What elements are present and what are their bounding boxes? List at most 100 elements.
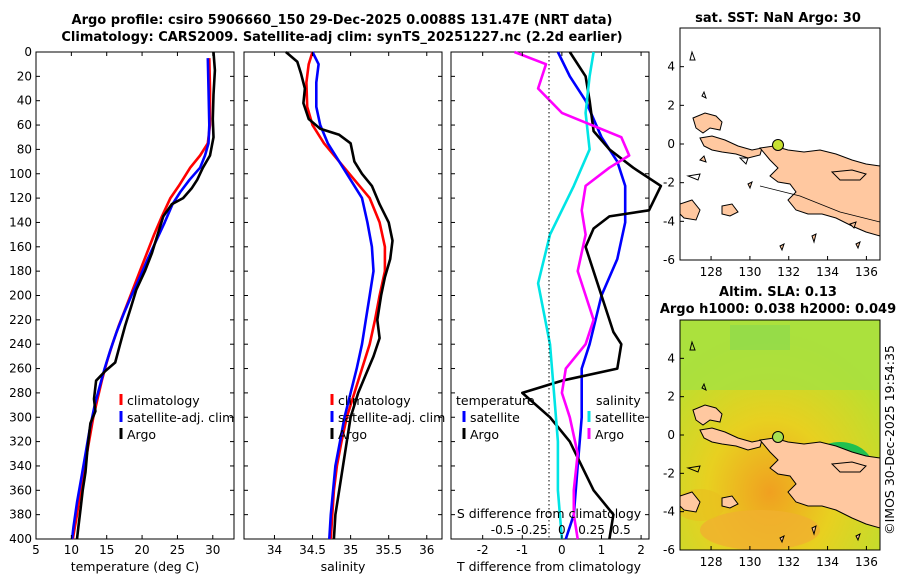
y-tick-label: 380 [9,508,32,522]
map-y-tick-label: 4 [667,60,675,74]
sla-map-title-2: Argo h1000: 0.038 h2000: 0.049 [660,302,896,317]
y-tick-label: 300 [9,410,32,424]
top-tick-label: 0.5 [612,523,631,537]
map-x-tick-label: 132 [777,265,800,279]
y-tick-label: 0 [24,45,32,59]
sla-argo-marker [772,431,784,443]
difference-series [513,50,663,540]
series-s-argo [513,50,631,540]
map-y-tick-label: 0 [667,428,675,442]
map-y-tick-label: 4 [667,351,675,365]
y-tick-label: 180 [9,264,32,278]
sst-land [680,50,880,252]
map-x-tick-label: 134 [816,555,839,569]
top-tick-label: -0.25 [517,523,548,537]
salinity-legend: climatology satellite-adj. clim Argo [330,393,445,442]
x-tick-label: 35.5 [375,543,402,557]
legend-argo: Argo [338,427,367,442]
map-y-tick-label: -4 [663,505,675,519]
map-y-tick-label: -2 [663,176,675,190]
x-tick-label: 35 [343,543,358,557]
y-tick-label: 340 [9,459,32,473]
map-x-tick-label: 130 [738,555,761,569]
legend-argo: Argo [127,427,156,442]
sst-map-title: sat. SST: NaN Argo: 30 [695,11,861,26]
map-y-tick-label: -6 [663,543,675,557]
x-tick-label: 20 [134,543,149,557]
y-tick-label: 360 [9,483,32,497]
x-tick-label: 34 [267,543,282,557]
temperature-series [70,51,217,540]
map-y-tick-label: -4 [663,214,675,228]
legend-climatology: climatology [127,393,200,408]
series-climatology [305,51,387,540]
salinity-xlabel: salinity [321,559,366,574]
sla-map-ticks: 128 130 132 134 136 4 2 0 -2 -4 -6 [663,351,878,569]
sla-map-title-1: Altim. SLA: 0.13 [719,285,837,300]
x-tick-label: -2 [477,543,489,557]
x-tick-label: 30 [205,543,220,557]
temperature-legend: climatology satellite-adj. clim Argo [119,393,234,442]
map-x-tick-label: 128 [700,555,723,569]
top-tick-label: -0.5 [491,523,514,537]
y-tick-label: 60 [17,118,32,132]
y-tick-label: 400 [9,532,32,546]
series-t-argo [520,51,663,540]
map-x-tick-label: 134 [816,265,839,279]
y-tick-label: 20 [17,69,32,83]
x-tick-label: 34.5 [299,543,326,557]
x-tick-label: 2 [637,543,645,557]
y-tick-label: 280 [9,386,32,400]
map-x-tick-label: 130 [738,265,761,279]
y-tick-label: 140 [9,215,32,229]
series-argo [75,51,217,540]
difference-legend: temperature satellite Argo salinity sate… [456,393,645,442]
map-x-tick-label: 136 [855,555,878,569]
series-s-satellite [536,51,595,540]
y-tick-label: 40 [17,94,32,108]
x-tick-label: 10 [64,543,79,557]
x-tick-label: 36 [419,543,434,557]
map-y-tick-label: -6 [663,253,675,267]
y-tick-label: 200 [9,289,32,303]
y-tick-label: 220 [9,313,32,327]
top-tick-label: 0 [558,523,566,537]
legend-satellite: satellite-adj. clim [338,410,445,425]
map-y-tick-label: -2 [663,466,675,480]
map-y-tick-label: 2 [667,390,675,404]
salinity-series [285,51,394,540]
y-tick-label: 120 [9,191,32,205]
top-tick-label: 0.25 [578,523,605,537]
legend-satellite: satellite-adj. clim [127,410,234,425]
legend-t-argo: Argo [470,427,499,442]
legend-salinity-title: salinity [596,393,641,408]
legend-t-satellite: satellite [470,410,520,425]
y-tick-label: 80 [17,142,32,156]
y-tick-label: 160 [9,240,32,254]
map-y-tick-label: 2 [667,98,675,112]
legend-s-satellite: satellite [595,410,645,425]
legend-temperature-title: temperature [456,393,535,408]
x-tick-label: 25 [170,543,185,557]
y-tick-label: 240 [9,337,32,351]
series-argo [285,51,394,540]
legend-climatology: climatology [338,393,411,408]
temperature-xlabel: temperature (deg C) [71,559,200,574]
map-x-tick-label: 136 [855,265,878,279]
map-y-tick-label: 0 [667,137,675,151]
sst-map-ticks: 128 130 132 134 136 4 2 0 -2 -4 -6 [663,60,878,279]
legend-s-argo: Argo [595,427,624,442]
map-x-tick-label: 128 [700,265,723,279]
x-tick-label: 0 [558,543,566,557]
y-tick-label: 260 [9,362,32,376]
sst-argo-marker [772,139,784,151]
y-tick-label: 100 [9,167,32,181]
s-difference-label: S difference from climatology [457,506,642,521]
x-tick-label: -1 [516,543,528,557]
title-line-2: Climatology: CARS2009. Satellite-adj cli… [61,30,622,45]
x-tick-label: 15 [99,543,114,557]
title-line-1: Argo profile: csiro 5906660_150 29-Dec-2… [72,13,613,28]
y-tick-label: 320 [9,435,32,449]
x-tick-label: 1 [598,543,606,557]
